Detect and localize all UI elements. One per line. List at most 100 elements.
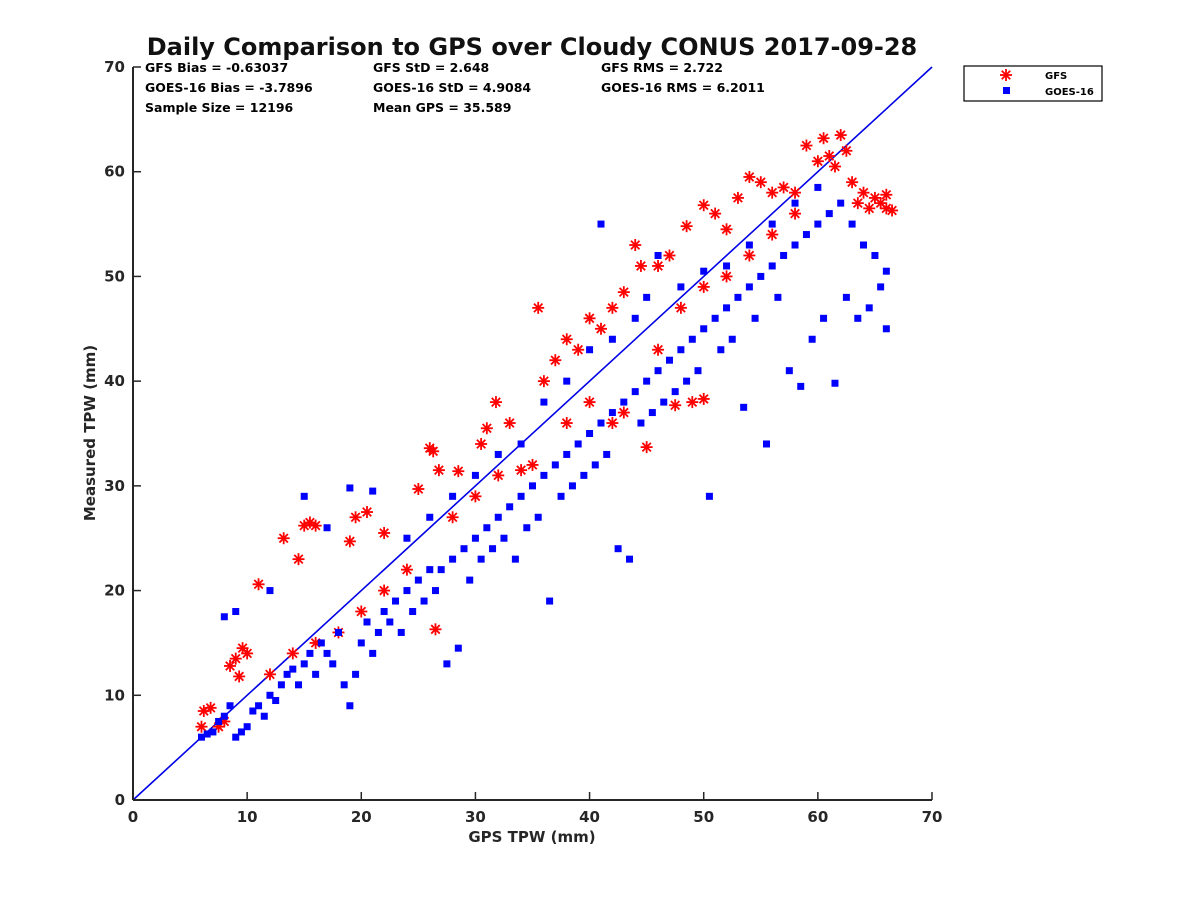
gfs-point: [277, 532, 290, 545]
goes16-point: [403, 587, 411, 595]
gfs-point: [652, 343, 665, 356]
gfs-point: [429, 623, 442, 636]
goes16-point: [842, 293, 850, 301]
gfs-point: [572, 343, 585, 356]
goes16-point: [369, 649, 377, 657]
goes16-point: [237, 728, 245, 736]
goes16-point: [700, 325, 708, 333]
gfs-point: [549, 354, 562, 367]
goes16-point: [506, 503, 514, 511]
goes16-point: [808, 335, 816, 343]
goes16-point: [540, 398, 548, 406]
x-tick-label: 0: [128, 808, 138, 826]
goes16-point: [557, 492, 565, 500]
x-tick-label: 20: [351, 808, 372, 826]
goes16-point: [397, 628, 405, 636]
gfs-point: [303, 516, 316, 529]
goes16-point: [523, 524, 531, 532]
gfs-point: [731, 191, 744, 204]
gfs-point: [292, 553, 305, 566]
goes16-series: [197, 183, 890, 741]
goes16-point: [374, 628, 382, 636]
goes16-point: [340, 681, 348, 689]
goes16-point: [711, 314, 719, 322]
chart-title: Daily Comparison to GPS over Cloudy CONU…: [147, 33, 918, 61]
gfs-point: [817, 132, 830, 145]
goes16-point: [403, 534, 411, 542]
goes16-point: [785, 367, 793, 375]
gfs-point: [640, 441, 653, 454]
gfs-point: [743, 170, 756, 183]
gfs-point: [669, 399, 682, 412]
goes16-point: [529, 482, 536, 490]
gfs-point: [789, 207, 802, 220]
goes16-point: [266, 691, 274, 699]
gfs-point: [412, 482, 425, 495]
goes16-point: [283, 670, 291, 678]
legend: GFS GOES-16: [963, 65, 1103, 102]
goes16-point: [426, 513, 434, 521]
identity-line: [132, 66, 933, 801]
goes16-point: [848, 220, 856, 228]
goes16-point: [500, 534, 508, 542]
goes16-point: [392, 597, 400, 605]
goes16-point: [346, 484, 354, 492]
gfs-point: [252, 578, 265, 591]
goes16-point: [203, 730, 211, 738]
y-tick-label: 40: [104, 372, 125, 390]
goes16-point: [277, 681, 285, 689]
gfs-point: [537, 375, 550, 388]
gfs-point: [766, 186, 779, 199]
goes16-point: [563, 450, 571, 458]
goes16-point: [380, 608, 388, 616]
gfs-point: [697, 392, 710, 405]
goes16-point: [449, 555, 457, 563]
goes16-point: [597, 419, 605, 427]
goes16-point: [511, 555, 519, 563]
goes16-point: [677, 346, 685, 354]
gfs-point: [378, 584, 391, 597]
stat-gfs-bias: GFS Bias = -0.63037: [145, 60, 288, 75]
goes16-point: [865, 304, 873, 312]
goes16-point: [854, 314, 862, 322]
gfs-point: [629, 239, 642, 252]
goes16-point: [768, 262, 776, 270]
gfs-point: [378, 526, 391, 539]
gfs-point: [204, 701, 217, 714]
goes16-point: [740, 403, 748, 411]
gfs-point: [617, 286, 630, 299]
y-tick-label: 30: [104, 477, 125, 495]
x-tick-label: 10: [237, 808, 258, 826]
gfs-point: [851, 197, 864, 210]
goes16-point: [260, 712, 268, 720]
gfs-point: [427, 445, 440, 458]
goes16-point: [631, 314, 639, 322]
goes16-point: [220, 613, 228, 621]
goes16-point: [814, 220, 822, 228]
goes16-point: [871, 251, 879, 259]
goes16-point: [232, 733, 240, 741]
goes16-point: [780, 251, 788, 259]
goes16-point: [414, 576, 422, 584]
gfs-point: [766, 228, 779, 241]
stat-gfs-std: GFS StD = 2.648: [373, 60, 489, 75]
goes16-point: [386, 618, 394, 626]
gfs-point: [309, 519, 322, 532]
stats-block: GFS Bias = -0.63037 GFS StD = 2.648 GFS …: [145, 60, 765, 115]
goes16-point: [626, 555, 634, 563]
goes16-point: [705, 492, 713, 500]
goes16-point: [449, 492, 457, 500]
goes16-point: [586, 430, 594, 437]
goes16-point: [574, 440, 582, 448]
gfs-point: [233, 670, 246, 683]
gfs-point: [560, 417, 573, 430]
goes16-point: [289, 665, 297, 673]
goes16-point: [820, 314, 828, 322]
gfs-point: [840, 144, 853, 157]
goes16-point: [363, 618, 371, 626]
goes16-point: [300, 660, 308, 668]
x-axis-label: GPS TPW (mm): [468, 828, 595, 846]
y-tick-label: 20: [104, 582, 125, 600]
stat-goes-std: GOES-16 StD = 4.9084: [373, 80, 531, 95]
goes16-point: [620, 398, 628, 406]
